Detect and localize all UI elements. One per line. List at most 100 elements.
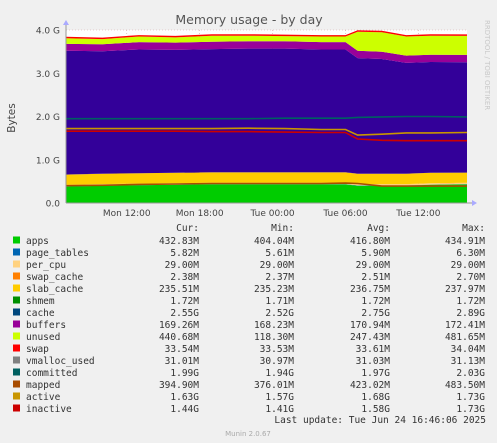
legend-avg-per-cpu: 29.00M <box>356 260 391 271</box>
legend-swatch-committed <box>13 368 20 376</box>
legend-min-mapped: 376.01M <box>254 380 294 391</box>
y-axis-label: Bytes <box>6 103 18 132</box>
legend-label-per-cpu: per_cpu <box>26 260 66 271</box>
legend-cur-slab-cache: 235.51M <box>159 284 199 295</box>
x-tick-label: Tue 12:00 <box>395 209 440 219</box>
legend-cur-shmem: 1.72M <box>170 296 199 307</box>
legend-avg-buffers: 170.94M <box>350 320 390 331</box>
legend-label-cache: cache <box>26 308 55 319</box>
legend-swatch-swap-cache <box>13 272 20 280</box>
legend-avg-swap-cache: 2.51M <box>361 272 390 283</box>
legend-label-vmalloc-used: vmalloc_used <box>26 356 95 367</box>
legend-max-shmem: 1.72M <box>456 296 485 307</box>
legend-avg-vmalloc-used: 31.03M <box>356 356 391 367</box>
legend-min-unused: 118.30M <box>254 332 294 343</box>
legend-label-swap: swap <box>26 344 49 355</box>
legend-label-inactive: inactive <box>26 404 72 415</box>
legend-max-unused: 481.65M <box>445 332 485 343</box>
legend-label-swap-cache: swap_cache <box>26 272 83 283</box>
legend-cur-buffers: 169.26M <box>159 320 199 331</box>
line-inactive <box>66 130 467 142</box>
legend-swatch-apps <box>13 236 20 244</box>
x-tick-label: Mon 12:00 <box>103 209 151 219</box>
area-swap <box>66 30 467 40</box>
legend-swatch-active <box>13 392 20 400</box>
line-active <box>66 127 468 136</box>
legend-min-committed: 1.94G <box>265 368 294 379</box>
legend-min-active: 1.57G <box>265 392 294 403</box>
legend-header-avg: Avg: <box>367 223 390 234</box>
legend-cur-swap-cache: 2.38M <box>170 272 199 283</box>
legend-max-buffers: 172.41M <box>445 320 485 331</box>
legend-swatch-slab-cache <box>13 284 20 292</box>
last-update: Last update: Tue Jun 24 16:46:06 2025 <box>274 415 486 426</box>
legend-cur-committed: 1.99G <box>170 368 199 379</box>
legend-cur-vmalloc-used: 31.01M <box>165 356 200 367</box>
legend-max-slab-cache: 237.97M <box>445 284 485 295</box>
legend-cur-unused: 440.68M <box>159 332 199 343</box>
legend-min-buffers: 168.23M <box>254 320 294 331</box>
line-mapped <box>65 182 467 187</box>
y-tick-label: 1.0 G <box>36 156 60 166</box>
legend-cur-inactive: 1.44G <box>170 404 199 415</box>
legend-max-apps: 434.91M <box>445 236 485 247</box>
legend-swatch-per-cpu <box>13 260 20 268</box>
x-tick-label: Tue 00:00 <box>249 209 294 219</box>
legend-cur-apps: 432.83M <box>159 236 199 247</box>
legend-avg-cache: 2.75G <box>361 308 390 319</box>
x-tick-label: Mon 18:00 <box>176 209 224 219</box>
legend-max-inactive: 1.73G <box>456 404 485 415</box>
legend-max-page-tables: 6.30M <box>456 248 485 259</box>
x-tick-label: Tue 06:00 <box>322 209 367 219</box>
legend-avg-shmem: 1.72M <box>361 296 390 307</box>
legend-max-swap: 34.04M <box>451 344 486 355</box>
legend-min-cache: 2.52G <box>265 308 294 319</box>
legend-avg-committed: 1.97G <box>361 368 390 379</box>
legend-max-per-cpu: 29.00M <box>451 260 486 271</box>
legend-avg-page-tables: 5.90M <box>361 248 390 259</box>
legend-avg-apps: 416.80M <box>350 236 390 247</box>
legend-avg-inactive: 1.58G <box>361 404 390 415</box>
legend-label-buffers: buffers <box>26 320 66 331</box>
legend-label-mapped: mapped <box>26 380 60 391</box>
legend-min-inactive: 1.41G <box>265 404 294 415</box>
legend-swatch-mapped <box>13 380 20 388</box>
legend-swatch-swap <box>13 344 20 352</box>
legend-min-shmem: 1.71M <box>265 296 294 307</box>
legend-header-min: Min: <box>271 223 294 234</box>
legend-label-page-tables: page_tables <box>26 248 89 259</box>
legend-min-apps: 404.04M <box>254 236 294 247</box>
legend-min-slab-cache: 235.23M <box>254 284 294 295</box>
legend-label-apps: apps <box>26 236 49 247</box>
legend-swatch-vmalloc-used <box>13 356 20 364</box>
legend-header-cur: Cur: <box>176 223 199 234</box>
y-tick-label: 2.0 G <box>36 113 60 123</box>
legend-swatch-unused <box>13 332 20 340</box>
legend-avg-active: 1.68G <box>361 392 390 403</box>
legend-swatch-cache <box>13 308 20 316</box>
legend-max-active: 1.73G <box>456 392 485 403</box>
area-cache <box>66 48 467 175</box>
legend-max-cache: 2.89G <box>456 308 485 319</box>
legend-swatch-buffers <box>13 320 20 328</box>
legend-label-active: active <box>26 392 61 403</box>
legend-avg-mapped: 423.02M <box>350 380 390 391</box>
legend-label-committed: committed <box>26 368 77 379</box>
legend-max-swap-cache: 2.70M <box>456 272 485 283</box>
legend-cur-mapped: 394.90M <box>159 380 199 391</box>
legend-min-per-cpu: 29.00M <box>260 260 295 271</box>
legend-max-vmalloc-used: 31.13M <box>451 356 486 367</box>
rrdtool-credit: RRDTOOL / TOBI OETIKER <box>483 20 491 110</box>
area-unused <box>66 31 467 56</box>
legend-min-page-tables: 5.61M <box>265 248 294 259</box>
line-committed <box>66 115 468 120</box>
area-apps <box>66 184 467 203</box>
legend-cur-swap: 33.54M <box>165 344 200 355</box>
legend-avg-slab-cache: 236.75M <box>350 284 390 295</box>
legend-min-vmalloc-used: 30.97M <box>260 356 295 367</box>
y-tick-label: 4.0 G <box>36 27 60 37</box>
area-slab-cache <box>66 172 467 185</box>
legend-min-swap-cache: 2.37M <box>265 272 294 283</box>
x-axis-arrow <box>472 200 477 206</box>
legend-avg-unused: 247.43M <box>350 332 390 343</box>
